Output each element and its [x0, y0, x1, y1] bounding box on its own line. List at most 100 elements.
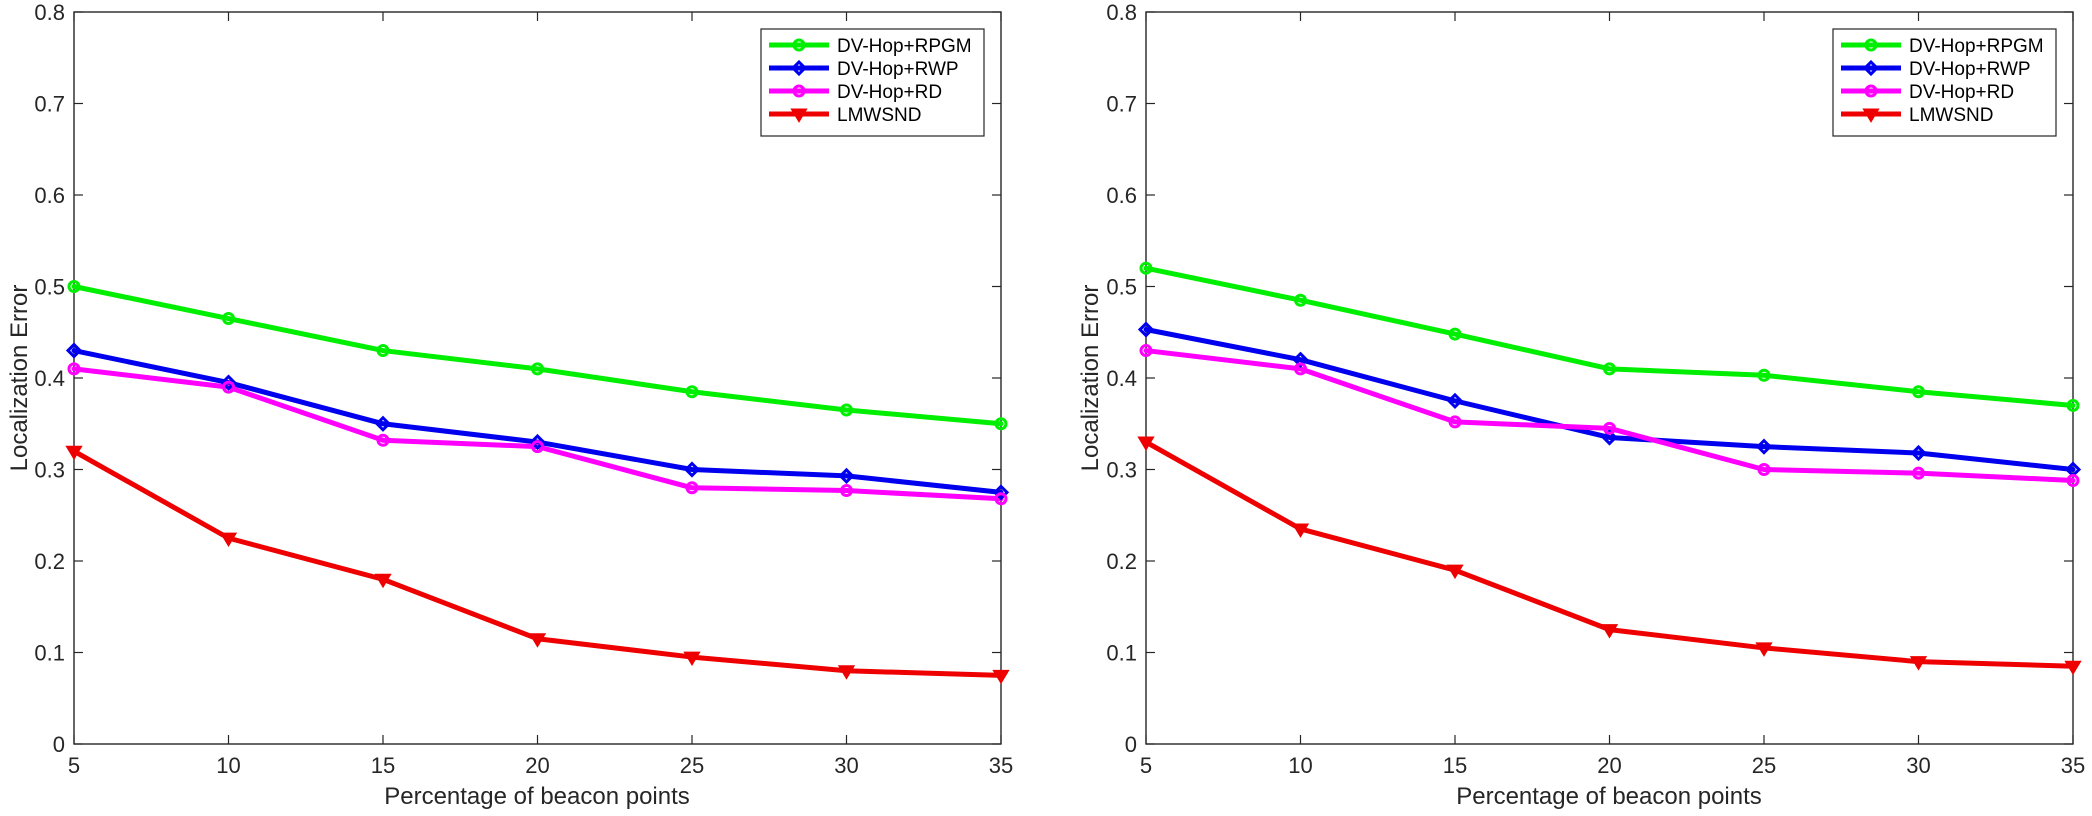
- y-tick-label-right: 0: [1125, 732, 1137, 757]
- data-point-dv-hop-rpgm-right: [1757, 368, 1771, 382]
- data-point-lmwsnd-left: [683, 651, 701, 666]
- data-point-dv-hop-rpgm-right: [1139, 261, 1153, 275]
- x-tick-label-left: 15: [371, 753, 395, 778]
- data-point-dv-hop-rwp-left: [992, 484, 1010, 501]
- y-tick-label-right: 0.1: [1106, 641, 1137, 666]
- axes-left: 5 10 15 20 25 30 35 0 0.1 0.2 0.3 0.4 0.5 0.6 0.7 0.8: [34, 0, 1013, 778]
- legend-label-lmwsnd-right: LMWSND: [1909, 105, 1993, 126]
- y-tick-label-left: 0.4: [34, 366, 65, 391]
- data-point-lmwsnd-right: [1291, 523, 1310, 538]
- legend-marker-dv-hop-rd-left: [792, 84, 806, 98]
- data-point-lmwsnd-left: [528, 633, 547, 648]
- axes-right: 5 10 15 20 25 30 35 0 0.1 0.2 0.3 0.4 0.5 0.6 0.7 0.8: [1106, 0, 2085, 778]
- data-point-dv-hop-rpgm-right: [1603, 362, 1616, 376]
- data-point-dv-hop-rd-right: [1757, 463, 1771, 476]
- legend-marker-dv-hop-rpgm-right: [1864, 38, 1878, 52]
- data-point-dv-hop-rwp-left: [529, 433, 546, 451]
- legend-marker-lmwsnd-right: [1862, 108, 1880, 123]
- y-tick-label-left: 0.7: [34, 92, 65, 117]
- x-tick-label-right: 15: [1443, 753, 1467, 778]
- legend-label-dv-hop-rpgm-left: DV-Hop+RPGM: [837, 36, 972, 57]
- y-tick-label-left: 0.6: [34, 183, 65, 208]
- data-point-dv-hop-rwp-left: [683, 461, 701, 478]
- data-point-dv-hop-rwp-left: [374, 415, 392, 432]
- x-axis-title-right: Percentage of beacon points: [1456, 783, 1762, 810]
- data-point-dv-hop-rpgm-left: [531, 362, 544, 376]
- data-point-dv-hop-rwp-right: [1137, 321, 1155, 338]
- legend-label-dv-hop-rd-right: DV-Hop+RD: [1909, 82, 2014, 103]
- data-point-lmwsnd-left: [374, 573, 392, 589]
- data-point-dv-hop-rpgm-right: [1294, 293, 1307, 307]
- data-point-lmwsnd-left: [992, 669, 1010, 685]
- data-point-dv-hop-rpgm-right: [1912, 385, 1925, 399]
- data-point-lmwsnd-right: [2064, 660, 2082, 676]
- data-point-dv-hop-rd-right: [1448, 415, 1462, 429]
- data-point-dv-hop-rwp-left: [65, 342, 83, 359]
- data-point-dv-hop-rwp-right: [1446, 392, 1464, 409]
- y-tick-label-right: 0.5: [1106, 275, 1137, 300]
- y-tick-label-right: 0.8: [1106, 0, 1137, 25]
- series-markers-right: [1137, 261, 2082, 676]
- y-tick-label-right: 0.2: [1106, 549, 1137, 574]
- series-line-dv-hop-rd-right: [1143, 348, 2076, 483]
- data-point-dv-hop-rd-left: [67, 362, 81, 376]
- x-tick-label-left: 10: [216, 753, 240, 778]
- data-point-dv-hop-rd-left: [222, 380, 235, 394]
- legend-label-lmwsnd-left: LMWSND: [837, 105, 921, 126]
- data-point-dv-hop-rd-right: [1139, 344, 1153, 358]
- data-point-dv-hop-rpgm-left: [685, 385, 699, 399]
- series-line-dv-hop-rpgm-right: [1143, 265, 2076, 408]
- legend-label-dv-hop-rd-left: DV-Hop+RD: [837, 82, 942, 103]
- y-tick-label-left: 0.5: [34, 275, 65, 300]
- data-point-lmwsnd-right: [1137, 436, 1155, 451]
- data-point-dv-hop-rwp-right: [1292, 351, 1309, 368]
- data-point-dv-hop-rd-right: [2066, 473, 2080, 487]
- x-tick-label-right: 5: [1140, 753, 1152, 778]
- x-tick-label-left: 35: [989, 753, 1013, 778]
- data-point-dv-hop-rwp-right: [1601, 429, 1618, 446]
- data-point-lmwsnd-right: [1446, 564, 1464, 580]
- data-point-dv-hop-rpgm-left: [222, 312, 235, 326]
- legend-label-dv-hop-rwp-left: DV-Hop+RWP: [837, 59, 959, 80]
- data-point-dv-hop-rd-right: [1603, 421, 1616, 435]
- y-tick-label-right: 0.3: [1106, 458, 1137, 483]
- data-point-dv-hop-rd-left: [840, 484, 853, 498]
- legend-marker-dv-hop-rwp-left: [790, 59, 808, 77]
- data-point-dv-hop-rpgm-left: [376, 344, 390, 358]
- data-point-dv-hop-rd-left: [376, 433, 390, 447]
- data-point-dv-hop-rwp-left: [220, 374, 237, 391]
- x-tick-label-left: 5: [68, 753, 80, 778]
- legend-marker-dv-hop-rwp-right: [1862, 59, 1880, 77]
- data-point-dv-hop-rwp-left: [838, 467, 855, 485]
- data-point-dv-hop-rpgm-left: [67, 280, 81, 293]
- legend-marker-lmwsnd-left: [790, 108, 808, 123]
- series-line-dv-hop-rpgm-left: [71, 284, 1004, 427]
- data-point-lmwsnd-right: [1909, 656, 1928, 671]
- data-point-lmwsnd-right: [1755, 642, 1773, 657]
- y-tick-label-right: 0.7: [1106, 92, 1137, 117]
- legend-marker-dv-hop-rd-right: [1864, 84, 1878, 98]
- data-point-dv-hop-rd-left: [994, 492, 1008, 506]
- data-point-dv-hop-rpgm-right: [1448, 327, 1462, 341]
- chart-right: 5 10 15 20 25 30 35 0 0.1 0.2 0.3 0.4 0.5 0.6 0.7 0.8 P…: [1077, 0, 2085, 810]
- x-tick-label-left: 30: [834, 753, 858, 778]
- legend-label-dv-hop-rwp-right: DV-Hop+RWP: [1909, 59, 2031, 80]
- data-point-dv-hop-rd-right: [1294, 362, 1307, 376]
- data-point-lmwsnd-right: [1600, 624, 1619, 639]
- y-axis-title-right: Localization Error: [1077, 285, 1104, 472]
- y-tick-label-left: 0.1: [34, 641, 65, 666]
- legend-label-dv-hop-rpgm-right: DV-Hop+RPGM: [1909, 36, 2044, 57]
- data-point-dv-hop-rwp-right: [1755, 438, 1773, 455]
- data-point-dv-hop-rpgm-left: [840, 403, 853, 417]
- data-point-dv-hop-rd-left: [685, 481, 699, 495]
- data-point-dv-hop-rd-right: [1912, 466, 1925, 480]
- data-point-lmwsnd-left: [837, 665, 856, 680]
- y-tick-label-left: 0.2: [34, 549, 65, 574]
- y-tick-label-left: 0: [53, 732, 65, 757]
- data-point-dv-hop-rwp-right: [1910, 444, 1927, 462]
- x-tick-label-right: 20: [1597, 753, 1621, 778]
- y-tick-label-right: 0.4: [1106, 366, 1137, 391]
